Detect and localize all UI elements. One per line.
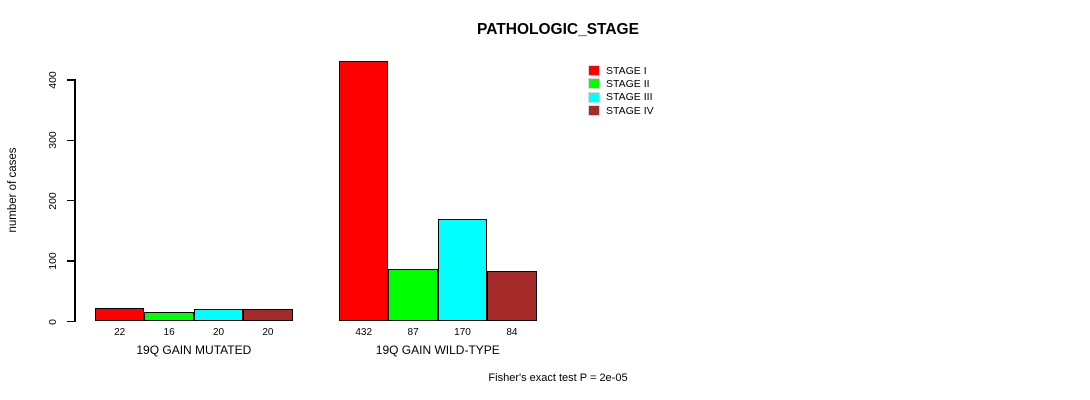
chart-title: PATHOLOGIC_STAGE — [477, 21, 639, 38]
bar-stage-i-19q-gain-wild-type — [339, 60, 389, 322]
y-axis-tick-label: 400 — [47, 71, 59, 89]
y-axis-tick — [67, 139, 74, 142]
bar-value-label: 87 — [407, 327, 419, 338]
legend-swatch-stage-ii — [588, 78, 600, 90]
y-axis-tick — [67, 260, 74, 262]
legend-label: STAGE I — [606, 64, 647, 77]
y-axis-tick-label: 300 — [47, 131, 59, 150]
legend-swatch-stage-iv — [588, 105, 600, 117]
x-group-label-19q-gain-mutated: 19Q GAIN MUTATED — [136, 343, 252, 357]
bar-stage-ii-19q-gain-wild-type — [388, 268, 438, 322]
bar-stage-iii-19q-gain-wild-type — [437, 218, 488, 322]
statistical-test-note: Fisher's exact test P = 2e-05 — [488, 372, 628, 384]
legend-entry-stage-iii: STAGE III — [588, 91, 654, 104]
bar-stage-iii-19q-gain-mutated — [193, 309, 244, 322]
bar-value-label: 84 — [506, 327, 518, 338]
y-axis-tick — [67, 79, 74, 81]
bar-value-label: 432 — [355, 327, 373, 338]
legend-entry-stage-iv: STAGE IV — [588, 104, 654, 117]
y-axis-tick-label: 200 — [47, 191, 59, 210]
bar-value-label: 20 — [212, 327, 225, 338]
legend-entry-stage-i: STAGE I — [588, 64, 654, 77]
y-axis-tick — [67, 320, 74, 323]
y-axis-tick-label: 0 — [47, 318, 59, 325]
legend: STAGE I STAGE II STAGE III STAGE IV — [588, 64, 654, 117]
y-axis-tick — [67, 199, 74, 202]
legend-entry-stage-ii: STAGE II — [588, 77, 654, 90]
legend-swatch-stage-iii — [588, 91, 600, 103]
y-axis-tick-label: 100 — [47, 252, 59, 270]
x-group-label-19q-gain-wild-type: 19Q GAIN WILD-TYPE — [375, 343, 500, 357]
legend-label: STAGE II — [606, 77, 650, 90]
bar-value-label: 20 — [262, 327, 274, 338]
y-axis-line — [74, 79, 76, 322]
bar-value-label: 170 — [454, 327, 471, 338]
bar-value-label: 22 — [114, 327, 126, 338]
bar-stage-iv-19q-gain-mutated — [243, 309, 293, 322]
y-axis-label: number of cases — [7, 147, 19, 233]
legend-swatch-stage-i — [588, 65, 600, 77]
bar-stage-iv-19q-gain-wild-type — [487, 270, 537, 322]
bar-stage-i-19q-gain-mutated — [95, 308, 145, 322]
bar-value-label: 16 — [163, 327, 175, 338]
legend-label: STAGE IV — [606, 104, 654, 117]
legend-label: STAGE III — [606, 91, 653, 104]
bar-stage-ii-19q-gain-mutated — [144, 311, 194, 322]
